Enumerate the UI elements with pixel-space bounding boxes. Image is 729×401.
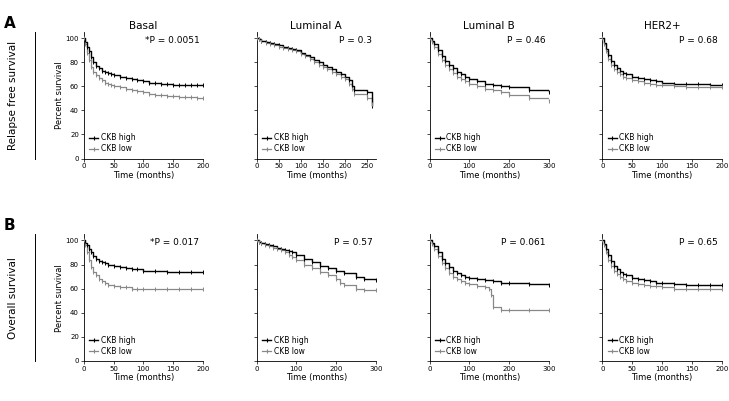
Text: B: B xyxy=(4,219,15,233)
Text: P = 0.68: P = 0.68 xyxy=(679,36,718,45)
Legend: CKB high, CKB low: CKB high, CKB low xyxy=(87,132,137,155)
Text: P = 0.46: P = 0.46 xyxy=(507,36,545,45)
Legend: CKB high, CKB low: CKB high, CKB low xyxy=(434,334,483,357)
Title: HER2+: HER2+ xyxy=(644,21,680,31)
Legend: CKB high, CKB low: CKB high, CKB low xyxy=(260,132,310,155)
X-axis label: Time (months): Time (months) xyxy=(113,373,174,382)
Legend: CKB high, CKB low: CKB high, CKB low xyxy=(87,334,137,357)
X-axis label: Time (months): Time (months) xyxy=(113,171,174,180)
Y-axis label: Percent survival: Percent survival xyxy=(55,264,64,332)
Text: Relapse free survival: Relapse free survival xyxy=(8,41,18,150)
Legend: CKB high, CKB low: CKB high, CKB low xyxy=(260,334,310,357)
Title: Luminal B: Luminal B xyxy=(464,21,515,31)
X-axis label: Time (months): Time (months) xyxy=(286,373,347,382)
Title: Basal: Basal xyxy=(129,21,157,31)
X-axis label: Time (months): Time (months) xyxy=(631,373,693,382)
X-axis label: Time (months): Time (months) xyxy=(286,171,347,180)
Legend: CKB high, CKB low: CKB high, CKB low xyxy=(607,132,655,155)
X-axis label: Time (months): Time (months) xyxy=(459,373,520,382)
Title: Luminal A: Luminal A xyxy=(290,21,342,31)
Text: P = 0.061: P = 0.061 xyxy=(501,238,545,247)
X-axis label: Time (months): Time (months) xyxy=(459,171,520,180)
Y-axis label: Percent survival: Percent survival xyxy=(55,61,64,129)
Legend: CKB high, CKB low: CKB high, CKB low xyxy=(434,132,483,155)
Text: P = 0.57: P = 0.57 xyxy=(334,238,373,247)
Text: *P = 0.017: *P = 0.017 xyxy=(150,238,200,247)
Legend: CKB high, CKB low: CKB high, CKB low xyxy=(607,334,655,357)
Text: Overall survival: Overall survival xyxy=(8,257,18,338)
Text: P = 0.65: P = 0.65 xyxy=(679,238,718,247)
X-axis label: Time (months): Time (months) xyxy=(631,171,693,180)
Text: A: A xyxy=(4,16,15,31)
Text: P = 0.3: P = 0.3 xyxy=(340,36,373,45)
Text: *P = 0.0051: *P = 0.0051 xyxy=(145,36,200,45)
